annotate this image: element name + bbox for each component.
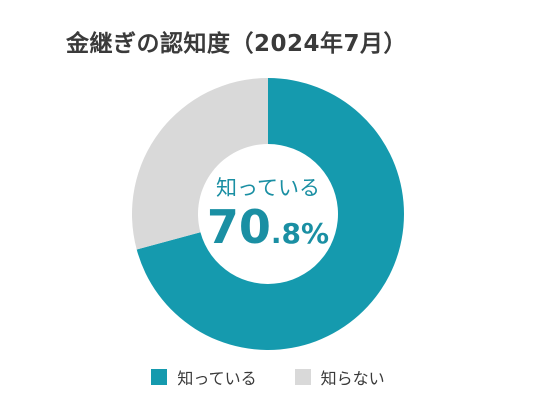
legend: 知っている 知らない [0,365,536,389]
legend-label-unknown: 知らない [320,369,385,388]
slice-unknown [132,78,268,250]
legend-item-known: 知っている [151,365,257,389]
chart-title: 金継ぎの認知度（2024年7月） [66,31,408,57]
legend-swatch-unknown [294,369,311,385]
center-value-decimal: .8% [270,217,330,250]
slice-known [136,78,404,350]
center-value: 70.8% [168,204,368,250]
center-value-main: 70 [206,200,271,254]
legend-swatch-known [151,369,168,385]
center-annotation: 知っている 70.8% [168,172,368,250]
legend-item-unknown: 知らない [294,365,385,389]
center-label: 知っている [216,176,320,200]
legend-label-known: 知っている [177,369,257,388]
